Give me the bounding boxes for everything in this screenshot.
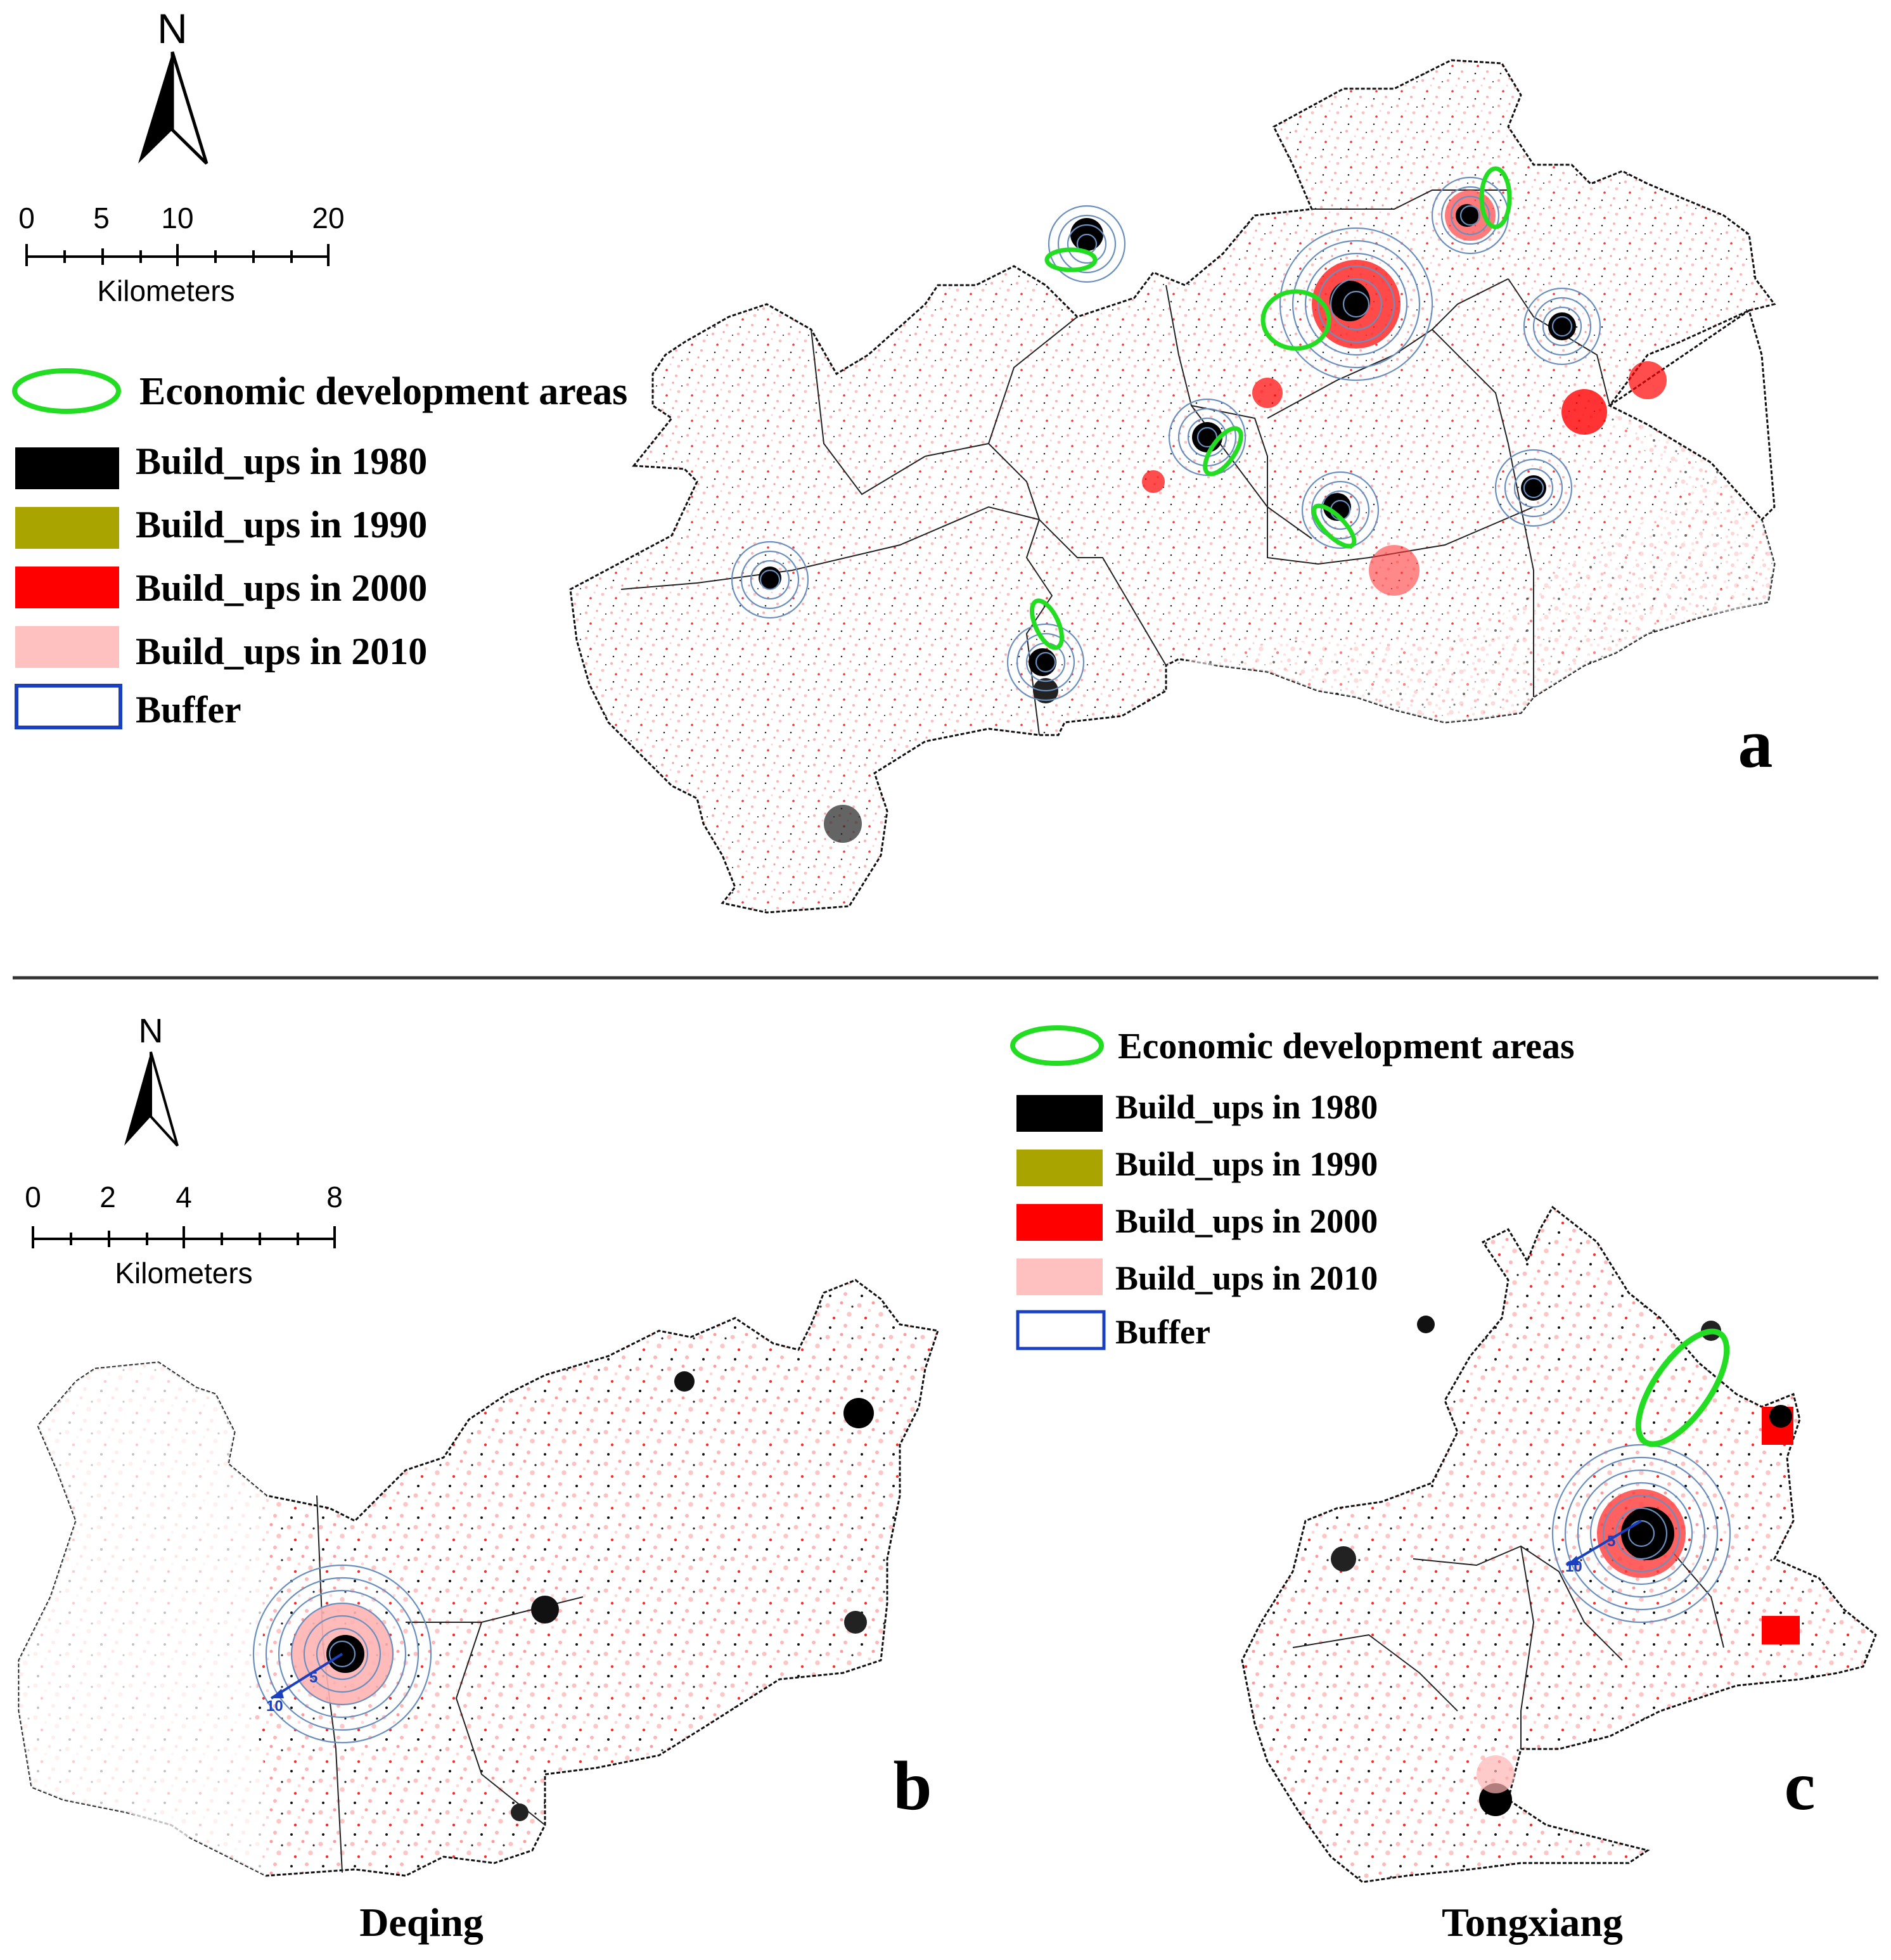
legend-buffer: Buffer bbox=[136, 689, 241, 731]
scale-bar-a: 0 5 10 20 Kilometers bbox=[18, 202, 344, 307]
swatch-2010-c bbox=[1016, 1259, 1103, 1295]
scale-unit-b: Kilometers bbox=[115, 1257, 252, 1290]
swatch-2000 bbox=[15, 567, 119, 608]
legend-2000: Build_ups in 2000 bbox=[136, 567, 427, 609]
north-arrow-b: N bbox=[124, 1012, 179, 1147]
buffer-rings-b bbox=[252, 1564, 432, 1744]
legend-buffer-c: Buffer bbox=[1115, 1313, 1210, 1351]
panel-c: Economic development areas Build_ups in … bbox=[1010, 1025, 1877, 1945]
buffer-label-5-c: 5 bbox=[1607, 1533, 1615, 1550]
legend-1980-c: Build_ups in 1980 bbox=[1115, 1088, 1378, 1126]
scale-bar-b: 0 2 4 8 Kilometers bbox=[25, 1181, 343, 1290]
panel-letter-b: b bbox=[893, 1747, 932, 1824]
legend-2000-c: Build_ups in 2000 bbox=[1115, 1202, 1378, 1240]
map-region-c bbox=[1241, 1205, 1877, 1883]
legend-c: Economic development areas Build_ups in … bbox=[1010, 1025, 1575, 1351]
swatch-2010 bbox=[15, 626, 119, 668]
legend-1980: Build_ups in 1980 bbox=[136, 440, 427, 482]
scale-tick-8-b: 8 bbox=[326, 1181, 343, 1214]
north-label-b: N bbox=[139, 1012, 163, 1050]
scale-tick-20: 20 bbox=[312, 202, 344, 234]
scale-unit: Kilometers bbox=[97, 274, 234, 307]
legend-2010-c: Build_ups in 2010 bbox=[1115, 1259, 1378, 1297]
buffer-rings-a bbox=[731, 176, 1601, 701]
panel-a: N 0 5 10 20 Kilometers Economic developm… bbox=[12, 5, 1776, 914]
buffer-label-5-b: 5 bbox=[309, 1669, 317, 1686]
buffer-arrow-c bbox=[1565, 1520, 1643, 1566]
panel-title-c: Tongxiang bbox=[1442, 1900, 1623, 1945]
legend-eda-c: Economic development areas bbox=[1118, 1025, 1575, 1066]
eda-ellipse-c bbox=[1635, 1328, 1730, 1447]
panel-letter-c: c bbox=[1785, 1747, 1816, 1824]
swatch-buffer bbox=[15, 684, 122, 729]
scale-tick-0: 0 bbox=[18, 202, 35, 234]
legend-1990: Build_ups in 1990 bbox=[136, 504, 427, 546]
county-boundaries-c bbox=[1292, 1545, 1724, 1749]
swatch-2000-c bbox=[1016, 1204, 1103, 1241]
scale-tick-5: 5 bbox=[93, 202, 110, 234]
panel-b: N 0 2 4 8 Kilometers bbox=[18, 1012, 939, 1945]
scale-tick-4-b: 4 bbox=[176, 1181, 192, 1214]
eda-swatch-c bbox=[1010, 1025, 1104, 1066]
swatch-1980-c bbox=[1016, 1095, 1103, 1132]
panel-letter-a: a bbox=[1738, 705, 1773, 782]
scale-tick-0-b: 0 bbox=[25, 1181, 41, 1214]
swatch-1980 bbox=[15, 447, 119, 489]
urban-cores-c bbox=[1331, 1316, 1800, 1816]
scale-tick-10: 10 bbox=[161, 202, 193, 234]
scale-tick-2-b: 2 bbox=[99, 1181, 116, 1214]
swatch-buffer-c bbox=[1016, 1310, 1106, 1350]
buffer-arrow-b bbox=[270, 1653, 343, 1700]
eda-ellipses-a bbox=[1030, 166, 1512, 650]
map-region-a bbox=[569, 59, 1776, 914]
sea-area-a bbox=[1608, 309, 1776, 522]
legend-2010: Build_ups in 2010 bbox=[136, 631, 427, 672]
legend-a: Economic development areas Build_ups in … bbox=[12, 368, 627, 731]
legend-eda: Economic development areas bbox=[139, 370, 627, 413]
buffer-label-10-c: 10 bbox=[1565, 1558, 1582, 1575]
north-arrow: N bbox=[138, 5, 208, 165]
panel-title-b: Deqing bbox=[359, 1900, 484, 1945]
swatch-1990 bbox=[15, 507, 119, 549]
north-label: N bbox=[157, 5, 188, 52]
swatch-1990-c bbox=[1016, 1150, 1103, 1186]
county-boundaries-a bbox=[620, 189, 1610, 736]
buffer-label-10-b: 10 bbox=[266, 1698, 283, 1715]
legend-1990-c: Build_ups in 1990 bbox=[1115, 1145, 1378, 1183]
eda-swatch bbox=[12, 368, 121, 414]
